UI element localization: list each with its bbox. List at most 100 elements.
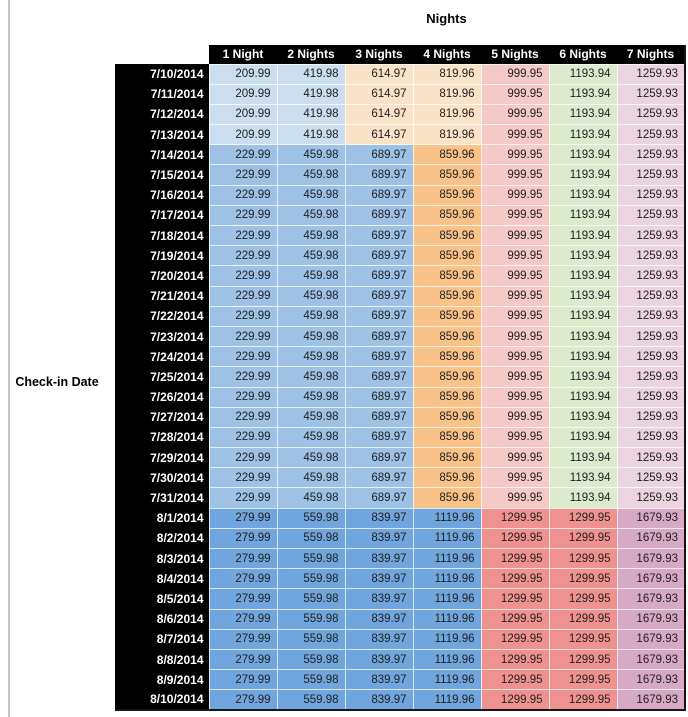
price-cell: 229.99 (208, 245, 278, 267)
price-cell: 1259.93 (616, 406, 686, 428)
price-cell: 689.97 (344, 305, 414, 327)
table-row: 8/6/2014 279.99 559.98 839.97 1119.96 1299.95… (115, 608, 686, 630)
price-cell: 1119.96 (412, 507, 482, 529)
table-row: 8/3/2014 279.99 559.98 839.97 1119.96 1299.95… (115, 547, 686, 570)
price-cell: 1193.94 (548, 467, 618, 489)
table-row: 7/20/2014 229.99 459.98 689.97 859.96 999.95 1… (115, 265, 686, 287)
price-cell: 1193.94 (548, 245, 618, 267)
price-cell: 689.97 (344, 487, 414, 509)
price-cell: 689.97 (344, 467, 414, 489)
price-cell: 459.98 (276, 447, 346, 469)
price-cell: 229.99 (208, 467, 278, 489)
price-cell: 459.98 (276, 245, 346, 267)
checkin-date-label: 7/23/2014 (115, 326, 209, 347)
price-cell: 859.96 (412, 144, 482, 166)
price-cell: 1119.96 (412, 689, 482, 711)
price-cell: 1259.93 (616, 386, 686, 408)
column-header-5-nights: 5 Nights (481, 45, 549, 64)
price-cell: 614.97 (344, 103, 414, 126)
table-row: 8/4/2014 279.99 559.98 839.97 1119.96 1299.95… (115, 568, 686, 590)
price-cell: 689.97 (344, 366, 414, 388)
price-cell: 1119.96 (412, 588, 482, 610)
price-cell: 689.97 (344, 325, 414, 348)
price-cell: 859.96 (412, 204, 482, 227)
checkin-date-label: 7/21/2014 (115, 286, 209, 307)
table-row: 7/22/2014 229.99 459.98 689.97 859.96 999.95 1… (115, 305, 686, 327)
price-cell: 999.95 (480, 265, 550, 287)
price-cell: 1193.94 (548, 285, 618, 307)
table-row: 8/9/2014 279.99 559.98 839.97 1119.96 1299.95… (115, 669, 686, 691)
price-cell: 559.98 (276, 628, 346, 650)
price-cell: 229.99 (208, 204, 278, 227)
price-cell: 1299.95 (480, 648, 550, 671)
price-cell: 859.96 (412, 447, 482, 469)
price-cell: 1193.94 (548, 83, 618, 105)
table-row: 8/7/2014 279.99 559.98 839.97 1119.96 1299.95… (115, 628, 686, 650)
checkin-date-label: 8/9/2014 (115, 669, 209, 690)
price-cell: 1299.95 (548, 628, 618, 650)
price-cell: 999.95 (480, 447, 550, 469)
price-cell: 859.96 (412, 245, 482, 267)
price-cell: 229.99 (208, 406, 278, 428)
price-cell: 689.97 (344, 406, 414, 428)
price-cell: 859.96 (412, 346, 482, 368)
price-cell: 459.98 (276, 305, 346, 327)
price-cell: 419.98 (276, 63, 346, 85)
price-cell: 1299.95 (480, 568, 550, 590)
price-cell: 999.95 (480, 305, 550, 327)
price-cell: 839.97 (344, 628, 414, 650)
header-row: 1 Night 2 Nights 3 Nights 4 Nights 5 Nights 6… (115, 45, 685, 64)
price-cell: 1193.94 (548, 265, 618, 287)
price-cell: 1679.93 (616, 568, 686, 590)
price-cell: 459.98 (276, 204, 346, 227)
price-cell: 229.99 (208, 144, 278, 166)
price-cell: 689.97 (344, 224, 414, 247)
price-cell: 839.97 (344, 689, 414, 711)
price-cell: 1679.93 (616, 507, 686, 529)
price-cell: 1679.93 (616, 648, 686, 671)
table-row: 8/8/2014 279.99 559.98 839.97 1119.96 1299.95… (115, 648, 686, 671)
table-row: 7/18/2014 229.99 459.98 689.97 859.96 999.95 1… (115, 224, 686, 247)
price-cell: 689.97 (344, 184, 414, 206)
price-cell: 1193.94 (548, 103, 618, 126)
price-cell: 419.98 (276, 124, 346, 146)
table-row: 7/13/2014 209.99 419.98 614.97 819.96 999.95 1… (115, 124, 686, 146)
table-row: 7/19/2014 229.99 459.98 689.97 859.96 999.95 1… (115, 245, 686, 267)
checkin-axis-title: Check-in Date (15, 375, 99, 389)
price-cell: 859.96 (412, 164, 482, 186)
checkin-date-label: 7/13/2014 (115, 124, 209, 145)
price-cell: 1299.95 (480, 527, 550, 550)
checkin-date-label: 7/12/2014 (115, 104, 209, 125)
price-cell: 209.99 (208, 63, 278, 85)
table-row: 7/11/2014 209.99 419.98 614.97 819.96 999.95 1… (115, 83, 686, 105)
price-cell: 1679.93 (616, 608, 686, 630)
price-cell: 459.98 (276, 426, 346, 449)
price-cell: 1259.93 (616, 144, 686, 166)
price-cell: 1193.94 (548, 447, 618, 469)
table-row: 7/26/2014 229.99 459.98 689.97 859.96 999.95 1… (115, 386, 686, 408)
column-header-1-night: 1 Night (209, 45, 277, 64)
price-cell: 279.99 (208, 689, 278, 711)
checkin-date-label: 8/3/2014 (115, 548, 209, 569)
price-cell: 839.97 (344, 588, 414, 610)
price-cell: 859.96 (412, 285, 482, 307)
price-cell: 1299.95 (548, 608, 618, 630)
checkin-date-label: 7/14/2014 (115, 144, 209, 165)
table-row: 7/21/2014 229.99 459.98 689.97 859.96 999.95 1… (115, 285, 686, 307)
price-cell: 1259.93 (616, 285, 686, 307)
price-cell: 279.99 (208, 527, 278, 550)
price-cell: 1119.96 (412, 628, 482, 650)
checkin-date-label: 8/5/2014 (115, 588, 209, 610)
price-cell: 1119.96 (412, 608, 482, 630)
price-cell: 999.95 (480, 386, 550, 408)
price-cell: 1193.94 (548, 305, 618, 327)
checkin-date-label: 7/31/2014 (115, 487, 209, 509)
checkin-date-label: 7/16/2014 (115, 185, 209, 206)
price-cell: 689.97 (344, 386, 414, 408)
price-cell: 1193.94 (548, 487, 618, 509)
price-cell: 459.98 (276, 144, 346, 166)
table-row: 7/29/2014 229.99 459.98 689.97 859.96 999.95 1… (115, 447, 686, 469)
price-cell: 1259.93 (616, 103, 686, 126)
price-cell: 1259.93 (616, 467, 686, 489)
price-cell: 1299.95 (480, 669, 550, 691)
